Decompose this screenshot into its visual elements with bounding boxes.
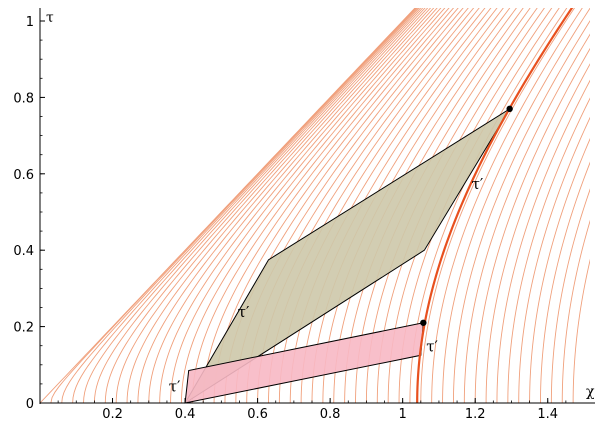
hyperbola-curve-9 (137, 8, 429, 404)
hyperbola-curve-39 (463, 33, 590, 404)
hyperbola-curve-24 (300, 8, 498, 404)
hyperbola-curve-42 (496, 79, 590, 404)
upper-event-point (506, 105, 513, 113)
hyperbola-curve-41 (485, 63, 590, 404)
y-tick-label-3: 0.6 (13, 168, 34, 183)
hyperbola-curve-25 (311, 8, 504, 404)
parallelograms (184, 108, 511, 404)
tau-prime-left-diagonal: τ′ (238, 303, 250, 321)
highlight-curve (416, 8, 574, 404)
annotations: τ′ τ′ τ′ τ′ (169, 175, 484, 395)
hyperbola-curve-5 (93, 8, 420, 404)
tau-prime-upper-right: τ′ (472, 175, 484, 193)
x-tick-label-6: 1.4 (537, 407, 558, 422)
hyperbola-curve-43 (507, 97, 590, 404)
highlight-curve-group (416, 8, 574, 404)
y-tick-label-0: 0 (26, 397, 34, 412)
hyperbola-curve-8 (126, 8, 426, 404)
hyperbola-curve-7 (115, 8, 424, 404)
x-tick-label-3: 0.8 (320, 407, 341, 422)
hyperbola-curve-40 (474, 47, 590, 404)
x-axis-label: χ (586, 384, 595, 400)
x-tick-label-5: 1.2 (465, 407, 486, 422)
hyperbola-curve-44 (518, 116, 590, 404)
x-tick-label-4: 1 (399, 407, 407, 422)
hyperbola-curve-45 (529, 137, 590, 404)
hyperbola-curve-49 (572, 258, 590, 404)
hyperbola-curve-48 (561, 219, 590, 404)
axes (39, 8, 595, 404)
hyperbola-curve-11 (159, 8, 435, 404)
y-tick-label-1: 0.2 (13, 321, 34, 336)
hyperbola-curve-46 (540, 161, 590, 404)
hyperbola-curve-35 (420, 8, 575, 404)
hyperbola-curve-10 (148, 8, 432, 404)
y-tick-label-2: 0.4 (13, 244, 34, 259)
x-tick-label-2: 0.6 (247, 407, 268, 422)
hyperbola-curve-12 (170, 8, 438, 404)
y-tick-label-4: 0.8 (13, 91, 34, 106)
hyperbola-curve-13 (180, 8, 442, 404)
y-ticks: 0 0.2 0.4 0.6 0.8 1 (13, 15, 45, 412)
tau-prime-origin: τ′ (169, 378, 181, 396)
x-tick-label-1: 0.4 (175, 407, 196, 422)
hyperbola-curve-15 (202, 8, 450, 404)
lower-event-point (420, 319, 427, 326)
x-ticks: 0.2 0.4 0.6 0.8 1 1.2 1.4 (57, 398, 567, 422)
hyperbola-curve-2 (61, 8, 417, 404)
hyperbola-curve-36 (431, 8, 583, 404)
event-points (420, 105, 513, 326)
hyperbola-curve-6 (104, 8, 422, 404)
tau-prime-lower-right: τ′ (426, 337, 438, 355)
hyperbola-curve-3 (72, 8, 418, 404)
hyperbola-curves (40, 8, 590, 404)
hyperbola-curve-23 (289, 8, 492, 404)
hyperbola-curve-37 (442, 8, 590, 404)
hyperbola-curve-38 (452, 20, 590, 404)
y-axis-label: τ (46, 10, 54, 26)
y-tick-label-5: 1 (26, 15, 34, 30)
hyperbola-curve-47 (550, 188, 590, 404)
hyperbola-curve-4 (83, 8, 419, 404)
hyperbola-curve-14 (191, 8, 446, 404)
x-tick-label-0: 0.2 (102, 407, 123, 422)
